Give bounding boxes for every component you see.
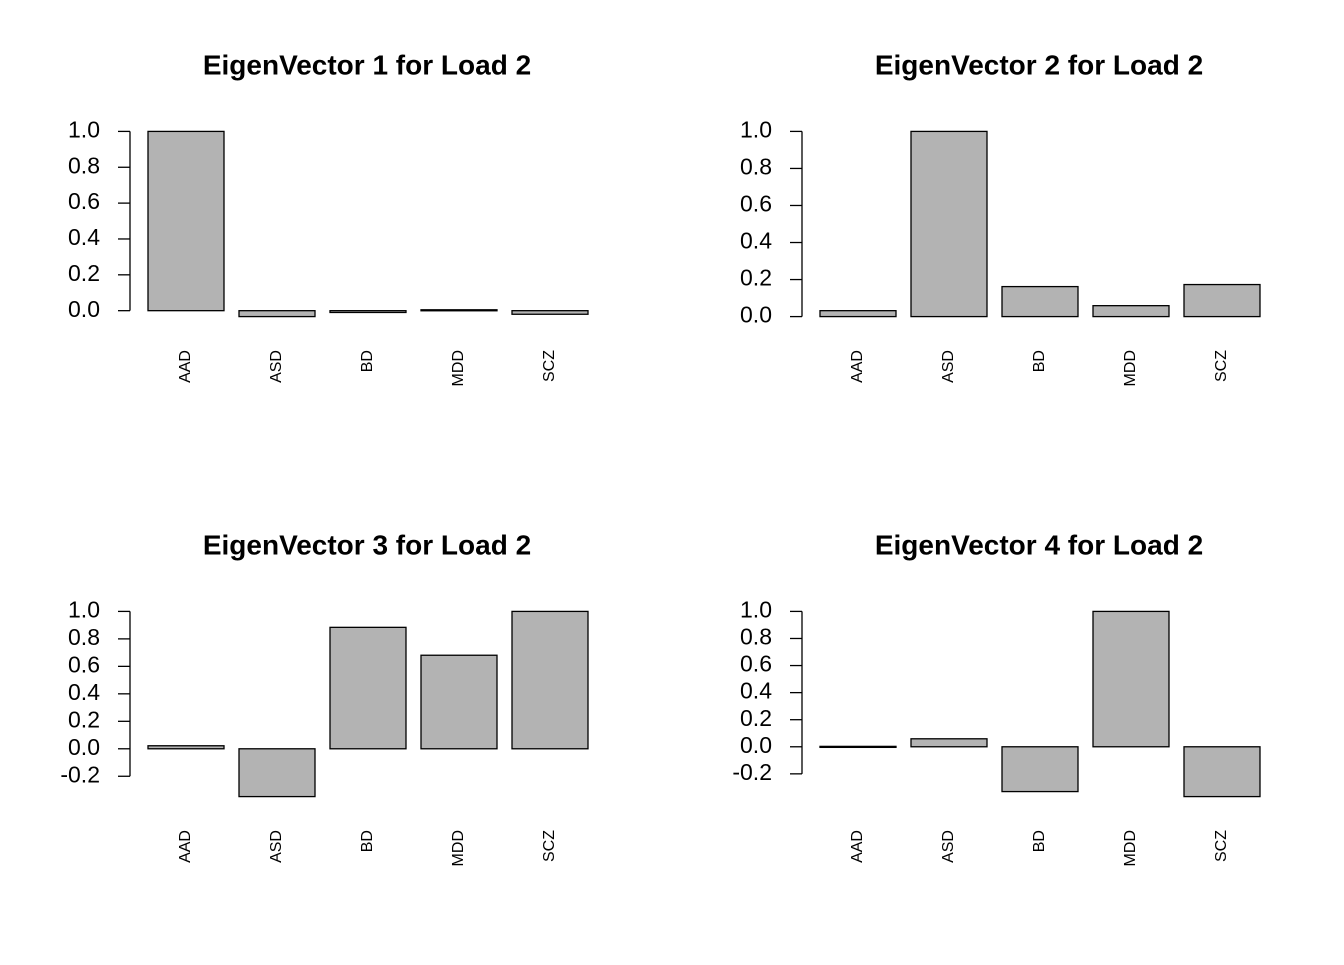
x-tick-label: AAD <box>177 830 194 863</box>
y-tick-label: 1.0 <box>740 596 772 622</box>
y-tick-label: 0.4 <box>740 678 772 704</box>
bar <box>238 748 316 798</box>
bar <box>910 130 988 318</box>
y-tick-label: 0.2 <box>68 706 100 732</box>
bar <box>819 745 897 749</box>
x-tick-label: AAD <box>177 350 194 383</box>
y-tick-label: 0.6 <box>740 191 772 217</box>
bar <box>420 654 498 750</box>
y-tick-label: 0.2 <box>740 265 772 291</box>
x-tick-label: MDD <box>1122 830 1139 866</box>
x-tick-label: AAD <box>849 830 866 863</box>
bar <box>329 310 407 314</box>
y-tick-label: 0.0 <box>68 734 100 760</box>
y-tick-label: 0.4 <box>68 679 100 705</box>
x-tick-label: MDD <box>450 350 467 386</box>
y-tick-label: 0.8 <box>740 154 772 180</box>
y-tick-label: -0.2 <box>732 759 772 785</box>
x-tick-label: ASD <box>268 830 285 863</box>
y-tick-label: 1.0 <box>68 596 100 622</box>
chart-title: EigenVector 3 for Load 2 <box>203 529 531 560</box>
x-tick-label: AAD <box>849 350 866 383</box>
bar <box>1001 285 1079 318</box>
x-tick-label: BD <box>1031 830 1048 852</box>
bar <box>819 310 897 318</box>
chart-title: EigenVector 4 for Load 2 <box>875 529 1203 560</box>
y-tick-label: 0.0 <box>740 302 772 328</box>
y-tick-label: 0.8 <box>68 152 100 178</box>
bar <box>1092 610 1170 748</box>
y-tick-label: 1.0 <box>68 116 100 142</box>
x-tick-label: ASD <box>940 350 957 383</box>
y-tick-label: 0.0 <box>740 732 772 758</box>
bar <box>910 738 988 748</box>
y-tick-label: 0.8 <box>68 624 100 650</box>
x-tick-label: MDD <box>450 830 467 866</box>
bar <box>238 310 316 318</box>
chart-title: EigenVector 1 for Load 2 <box>203 49 531 80</box>
x-tick-label: BD <box>359 830 376 852</box>
bar <box>1001 746 1079 793</box>
x-tick-label: ASD <box>268 350 285 383</box>
bar <box>147 745 225 750</box>
bar <box>1092 305 1170 318</box>
bar <box>1183 283 1261 318</box>
x-tick-label: SCZ <box>541 830 558 862</box>
y-tick-label: 1.0 <box>740 116 772 142</box>
x-tick-label: BD <box>1031 350 1048 372</box>
chart-title: EigenVector 2 for Load 2 <box>875 49 1203 80</box>
y-tick-label: 0.6 <box>740 651 772 677</box>
x-tick-label: BD <box>359 350 376 372</box>
bar <box>420 309 498 312</box>
bar <box>511 310 589 315</box>
x-tick-label: SCZ <box>541 350 558 382</box>
x-tick-label: MDD <box>1122 350 1139 386</box>
x-tick-label: ASD <box>940 830 957 863</box>
bar <box>329 626 407 750</box>
y-tick-label: -0.2 <box>60 761 100 787</box>
y-tick-label: 0.4 <box>68 224 100 250</box>
y-tick-label: 0.2 <box>68 260 100 286</box>
x-tick-label: SCZ <box>1213 830 1230 862</box>
bar <box>147 130 225 312</box>
y-tick-label: 0.2 <box>740 705 772 731</box>
y-tick-label: 0.4 <box>740 228 772 254</box>
y-tick-label: 0.6 <box>68 651 100 677</box>
y-tick-label: 0.6 <box>68 188 100 214</box>
y-tick-label: 0.0 <box>68 296 100 322</box>
bar <box>1183 746 1261 798</box>
bar <box>511 610 589 750</box>
y-tick-label: 0.8 <box>740 624 772 650</box>
x-tick-label: SCZ <box>1213 350 1230 382</box>
